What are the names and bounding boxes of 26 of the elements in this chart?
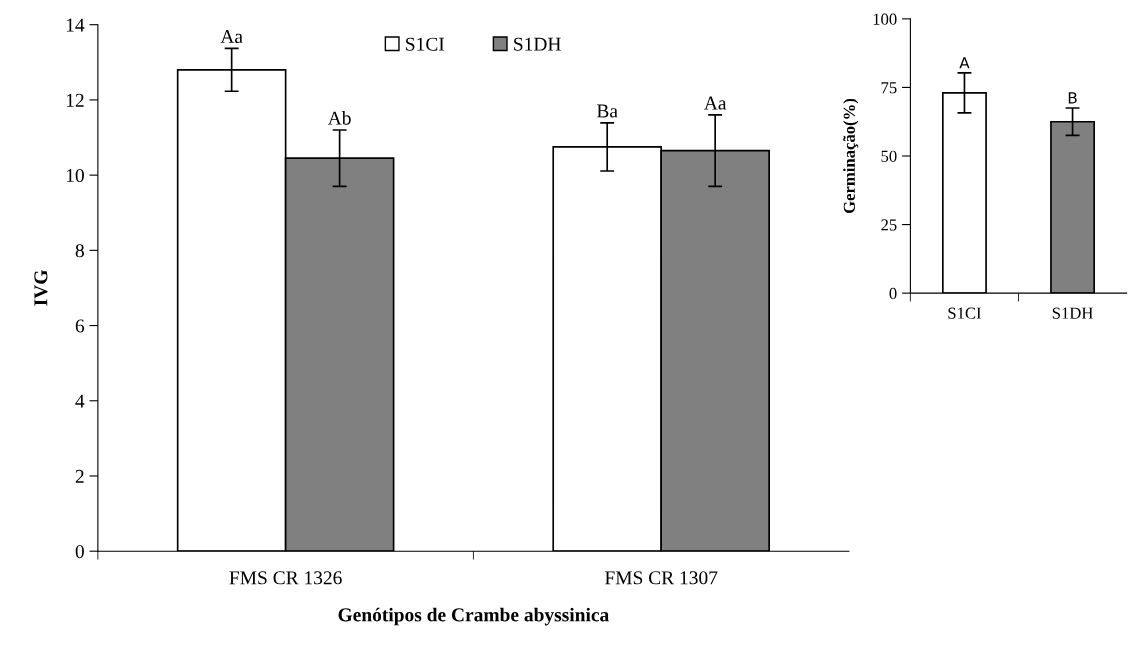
y-tick-label: 50 <box>881 150 897 162</box>
y-tick-label: 12 <box>66 93 84 107</box>
y-tick-label: 100 <box>873 13 897 25</box>
y-tick-label: 14 <box>66 18 85 32</box>
annotation: Aa <box>220 30 243 44</box>
y-axis-title: Germinação(%) <box>843 98 859 214</box>
y-axis-title: IVG <box>34 270 48 306</box>
y-tick-label: 6 <box>75 319 85 333</box>
y-tick-label: 2 <box>75 469 84 483</box>
y-tick-label: 25 <box>881 219 897 231</box>
y-tick-label: 4 <box>75 394 85 408</box>
y-tick-label: 75 <box>881 82 897 94</box>
y-tick-label: 10 <box>66 168 84 183</box>
x-tick-label: FMS CR 1326 <box>229 571 342 585</box>
annotation: A <box>959 57 970 69</box>
annotation: Ab <box>327 110 351 125</box>
legend-label: S1CI <box>406 37 445 51</box>
x-axis-title: Genótipos de Crambe abyssinica <box>338 607 609 626</box>
annotation: Ba <box>596 104 618 118</box>
y-tick-label: 0 <box>75 545 84 559</box>
legend-label: S1DH <box>514 37 561 51</box>
y-tick-label: 0 <box>889 287 897 300</box>
annotation: Aa <box>704 96 727 110</box>
y-tick-label: 8 <box>75 244 84 258</box>
annotation: B <box>1068 92 1077 104</box>
x-tick-label: FMS CR 1307 <box>605 571 718 585</box>
